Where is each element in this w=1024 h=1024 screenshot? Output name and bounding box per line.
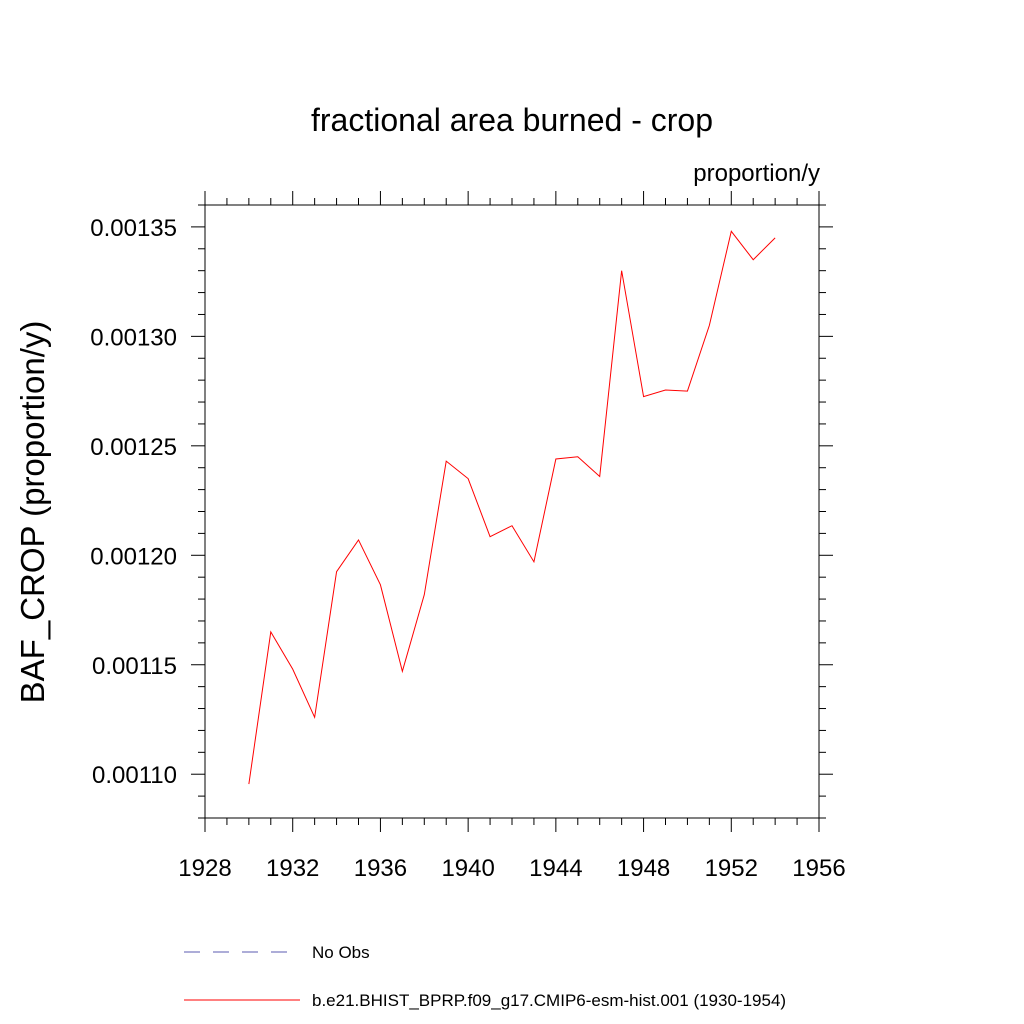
axis-ticks	[191, 191, 833, 832]
series-lines	[248, 230, 776, 785]
legend-label-model: b.e21.BHIST_BPRP.f09_g17.CMIP6-esm-hist.…	[312, 991, 786, 1010]
legend-label-no-obs: No Obs	[312, 943, 370, 962]
x-tick-label: 1928	[178, 855, 231, 882]
x-tick-label: 1948	[617, 855, 670, 882]
x-tick-label: 1940	[441, 855, 494, 882]
x-tick-label: 1944	[529, 855, 582, 882]
legend: No Obs b.e21.BHIST_BPRP.f09_g17.CMIP6-es…	[184, 943, 786, 1010]
plot-frame	[204, 204, 820, 819]
axis-tick-labels: 1928 1932 1936 1940 1944 1948 1952 1956 0.00110 0…	[90, 215, 845, 882]
y-tick-label: 0.00120	[90, 543, 177, 570]
x-tick-label: 1952	[705, 855, 758, 882]
y-tick-label: 0.00125	[90, 434, 177, 461]
units-label: proportion/y	[693, 160, 820, 187]
x-tick-label: 1956	[792, 855, 845, 882]
chart-title: fractional area burned - crop	[311, 102, 713, 138]
y-tick-label: 0.00115	[92, 653, 177, 680]
series-line	[248, 230, 776, 785]
y-tick-label: 0.00135	[90, 215, 177, 242]
x-tick-label: 1932	[266, 855, 319, 882]
y-axis-label: BAF_CROP (proportion/y)	[14, 321, 51, 704]
y-tick-label: 0.00130	[90, 324, 177, 351]
x-tick-label: 1936	[354, 855, 407, 882]
y-tick-label: 0.00110	[92, 762, 177, 789]
